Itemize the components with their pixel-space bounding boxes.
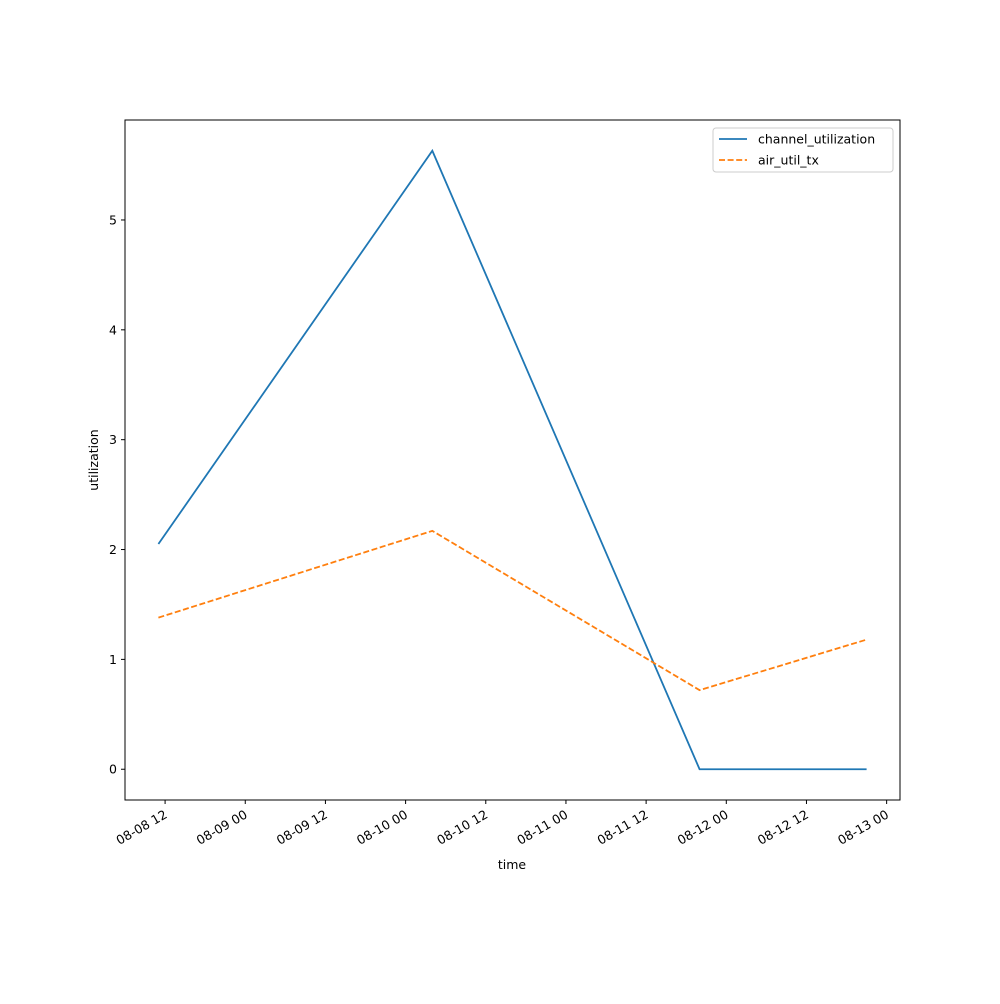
x-tick-label: 08-10 12 xyxy=(434,807,490,848)
y-tick-label: 4 xyxy=(109,322,117,337)
y-tick-label: 0 xyxy=(109,762,117,777)
x-tick-label: 08-12 00 xyxy=(675,807,731,848)
x-tick-label: 08-11 12 xyxy=(594,807,650,848)
x-tick-label: 08-09 12 xyxy=(274,807,330,848)
x-tick-label: 08-08 12 xyxy=(113,807,169,848)
x-tick-label: 08-12 12 xyxy=(755,807,811,848)
y-tick-label: 1 xyxy=(109,652,117,667)
y-tick-label: 2 xyxy=(109,542,117,557)
x-tick-label: 08-13 00 xyxy=(835,807,891,848)
plot-frame xyxy=(124,119,901,801)
legend-label: channel_utilization xyxy=(758,132,875,147)
series-line xyxy=(157,148,867,771)
y-tick-label: 3 xyxy=(109,432,117,447)
legend-box xyxy=(712,127,894,173)
x-tick-label: 08-10 00 xyxy=(354,807,410,848)
y-axis-label: utilization xyxy=(86,429,101,490)
x-axis-label: time xyxy=(498,857,527,872)
y-tick-label: 5 xyxy=(109,212,117,227)
x-tick-label: 08-09 00 xyxy=(194,807,250,848)
series-line xyxy=(158,529,867,692)
x-tick-label: 08-11 00 xyxy=(514,807,570,848)
legend-label: air_util_tx xyxy=(758,153,819,168)
